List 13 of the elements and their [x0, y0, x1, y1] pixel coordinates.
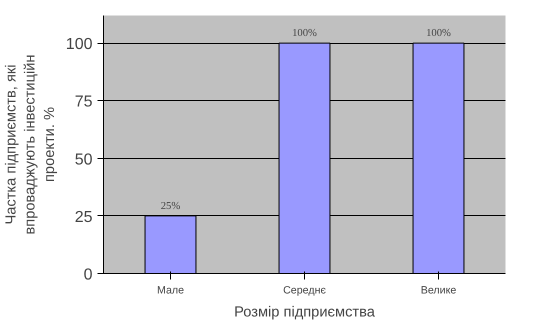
y-tick-label: 50: [74, 151, 93, 168]
data-label: 100%: [292, 28, 318, 40]
y-tick-label: 0: [84, 266, 93, 284]
x-tick-label: Велике: [420, 284, 456, 296]
y-tick-label: 75: [74, 94, 93, 111]
x-axis-title: Розмір підприємства: [234, 304, 376, 320]
y-tick-label: 25: [74, 208, 93, 226]
y-tick-label: 100: [66, 36, 93, 54]
x-tick-label: Мале: [156, 284, 184, 296]
y-axis-title: Частка підприємств, які впроваджують інвестиційн проекти. %: [3, 54, 58, 235]
x-tick-label: Середнє: [283, 284, 326, 296]
data-label: 25%: [160, 200, 180, 212]
data-label: 100%: [426, 28, 452, 40]
